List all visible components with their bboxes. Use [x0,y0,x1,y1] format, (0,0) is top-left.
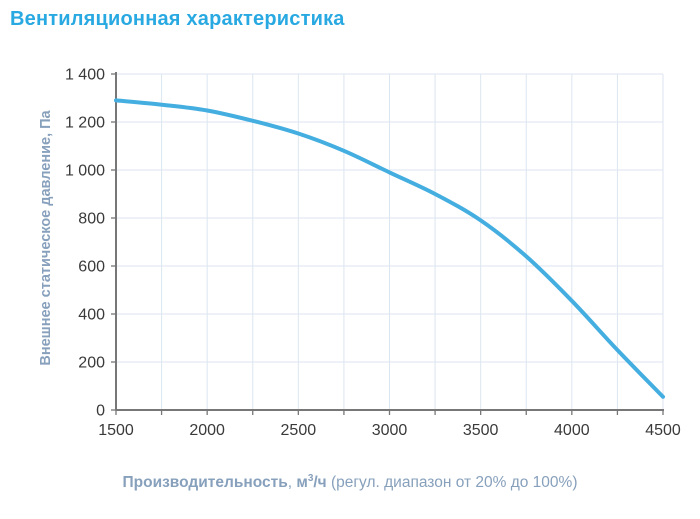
y-tick-label: 600 [78,259,105,276]
y-tick-label: 1 000 [65,163,105,180]
chart-title: Вентиляционная характеристика [10,8,345,30]
x-tick-label: 2000 [189,422,225,439]
x-axis-label-name: Производительность [122,474,288,491]
y-tick-label: 0 [96,403,105,420]
x-axis-regulation-note: (регул. диапазон от 20% до 100%) [326,474,578,491]
x-tick-label: 3500 [463,422,499,439]
y-tick-label: 200 [78,355,105,372]
x-axis-label-separator: , [287,474,297,491]
x-axis-unit-superscript: 3 [307,472,314,484]
fan-performance-curve [114,98,665,399]
y-tick-label: 1 200 [65,115,105,132]
fan-curve-chart: 1500 2000 2500 3000 3500 4000 4500 0 200 400 600 80… [65,67,681,440]
y-tick-label: 1 400 [65,67,105,84]
x-tick-label: 3000 [372,422,408,439]
x-tick-label: 2500 [281,422,317,439]
x-axis-unit: м [296,474,308,491]
x-tick-label: 1500 [98,422,134,439]
x-tick-label: 4500 [645,422,681,439]
x-axis-unit-denominator: /ч [313,474,327,491]
x-axis-label: Производительность, м3/ч (регул. диапазо… [0,472,700,492]
y-tick-label: 400 [78,307,105,324]
x-tick-label: 4000 [554,422,590,439]
y-tick-label: 800 [78,211,105,228]
